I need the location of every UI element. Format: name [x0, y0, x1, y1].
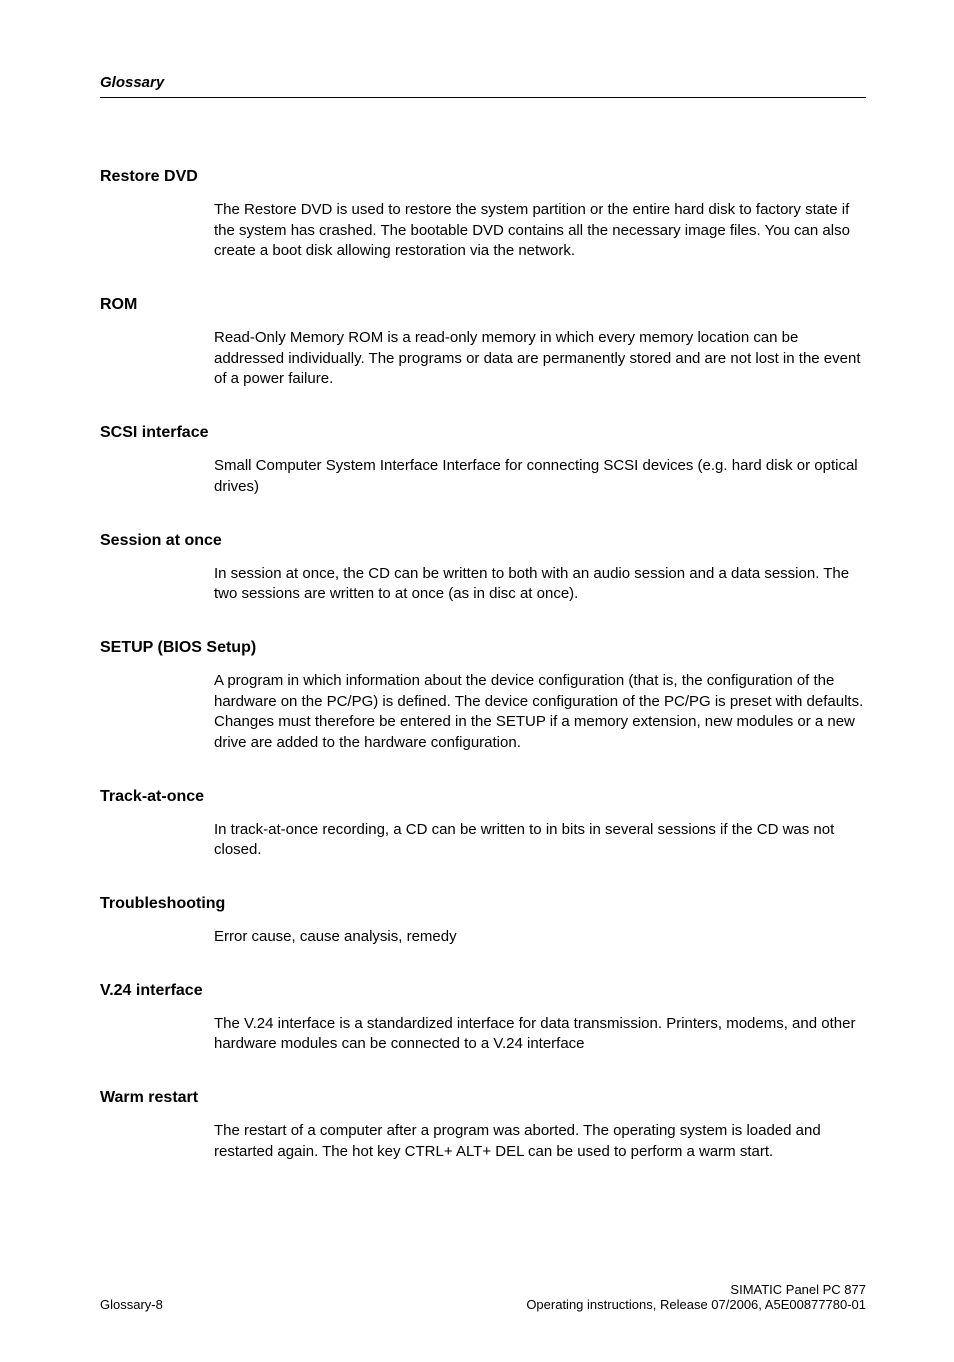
glossary-term: V.24 interface: [100, 982, 866, 1000]
page-footer: Glossary-8 SIMATIC Panel PC 877 Operatin…: [100, 1282, 866, 1312]
glossary-definition: Small Computer System Interface Interfac…: [214, 456, 866, 497]
glossary-entry: ROM Read-Only Memory ROM is a read-only …: [100, 296, 866, 390]
glossary-term: Troubleshooting: [100, 895, 866, 913]
page-header: Glossary: [100, 74, 866, 98]
glossary-definition: The Restore DVD is used to restore the s…: [214, 200, 866, 262]
glossary-definition: In session at once, the CD can be writte…: [214, 564, 866, 605]
glossary-definition: A program in which information about the…: [214, 671, 866, 754]
footer-docinfo: Operating instructions, Release 07/2006,…: [526, 1297, 866, 1312]
glossary-entry: Track-at-once In track-at-once recording…: [100, 788, 866, 861]
glossary-entry: Restore DVD The Restore DVD is used to r…: [100, 168, 866, 262]
glossary-term: Restore DVD: [100, 168, 866, 186]
glossary-entry: Session at once In session at once, the …: [100, 532, 866, 605]
glossary-term: Track-at-once: [100, 788, 866, 806]
page-container: Glossary Restore DVD The Restore DVD is …: [0, 0, 954, 1362]
glossary-entry: SETUP (BIOS Setup) A program in which in…: [100, 639, 866, 754]
header-title: Glossary: [100, 74, 866, 98]
glossary-entry: Warm restart The restart of a computer a…: [100, 1089, 866, 1162]
glossary-definition: The V.24 interface is a standardized int…: [214, 1014, 866, 1055]
glossary-entry: SCSI interface Small Computer System Int…: [100, 424, 866, 497]
footer-product: SIMATIC Panel PC 877: [526, 1282, 866, 1297]
glossary-definition: Read-Only Memory ROM is a read-only memo…: [214, 328, 866, 390]
glossary-definition: Error cause, cause analysis, remedy: [214, 927, 866, 948]
glossary-entry: V.24 interface The V.24 interface is a s…: [100, 982, 866, 1055]
glossary-entry: Troubleshooting Error cause, cause analy…: [100, 895, 866, 948]
glossary-term: Session at once: [100, 532, 866, 550]
glossary-term: Warm restart: [100, 1089, 866, 1107]
footer-left: Glossary-8: [100, 1297, 163, 1312]
glossary-term: ROM: [100, 296, 866, 314]
glossary-term: SETUP (BIOS Setup): [100, 639, 866, 657]
glossary-term: SCSI interface: [100, 424, 866, 442]
footer-right: SIMATIC Panel PC 877 Operating instructi…: [526, 1282, 866, 1312]
glossary-definition: The restart of a computer after a progra…: [214, 1121, 866, 1162]
glossary-definition: In track-at-once recording, a CD can be …: [214, 820, 866, 861]
